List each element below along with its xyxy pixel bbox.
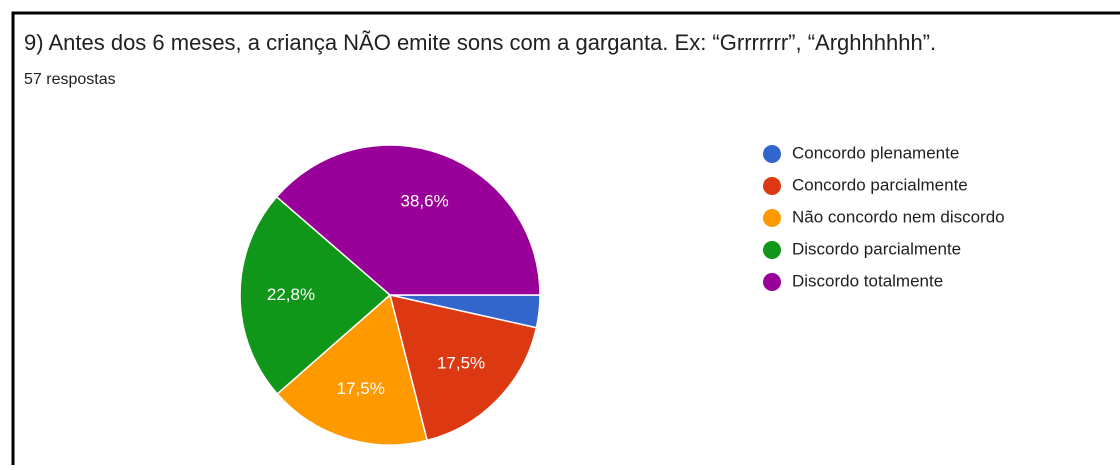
legend-label: Não concordo nem discordo (792, 207, 1005, 226)
slice-label: 22,8% (267, 285, 315, 304)
legend-swatch (763, 145, 781, 163)
slice-label: 38,6% (400, 192, 448, 211)
pie-slice (388, 294, 538, 442)
slice-label: 17,5% (337, 379, 385, 398)
pie-slice (275, 144, 541, 296)
legend-swatch (763, 241, 781, 259)
pie-slice (239, 195, 392, 395)
pie-slice (276, 293, 429, 446)
legend-label: Discordo parcialmente (792, 239, 961, 258)
question-title: 9) Antes dos 6 meses, a criança NÃO emit… (24, 30, 936, 55)
legend-swatch (763, 177, 781, 195)
legend-swatch (763, 209, 781, 227)
slice-label: 17,5% (437, 353, 485, 372)
legend-label: Concordo parcialmente (792, 175, 968, 194)
frame (11, 11, 1120, 465)
legend-label: Concordo plenamente (792, 143, 959, 162)
legend-swatch (763, 273, 781, 291)
legend-label: Discordo totalmente (792, 271, 943, 290)
response-count: 57 respostas (24, 71, 116, 88)
